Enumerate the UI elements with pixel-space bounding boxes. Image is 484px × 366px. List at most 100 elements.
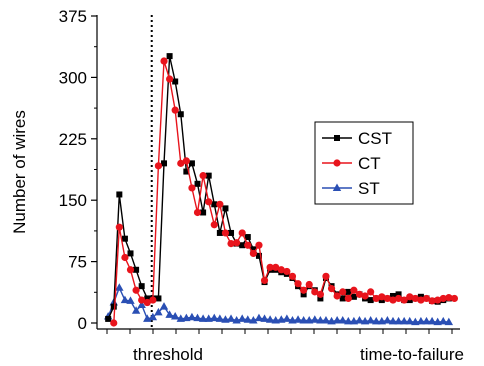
data-point-st <box>243 315 252 323</box>
data-point-st <box>282 314 292 322</box>
data-point-ct <box>322 272 330 280</box>
data-point-ct <box>450 294 459 303</box>
data-point-cst <box>300 291 307 298</box>
data-point-ct <box>300 286 308 294</box>
data-point-ct <box>177 159 185 167</box>
data-point-st <box>299 316 308 324</box>
data-point-st <box>165 310 174 318</box>
data-point-st <box>416 316 426 325</box>
data-point-ct <box>389 296 397 304</box>
data-point-ct <box>372 294 380 303</box>
data-point-ct <box>339 288 347 296</box>
data-point-st <box>399 316 409 325</box>
y-ticks: 0 75 150 225 300 375 <box>59 7 97 333</box>
data-point-ct <box>199 172 207 180</box>
data-point-st <box>198 314 208 322</box>
data-point-st <box>249 316 258 324</box>
y-tick-label: 150 <box>59 191 87 210</box>
data-point-st <box>170 311 180 320</box>
data-point-st <box>265 315 275 323</box>
legend-marker <box>333 159 341 167</box>
data-point-cst <box>138 283 145 290</box>
legend-marker <box>334 135 340 141</box>
data-point-ct <box>406 293 414 301</box>
series-st <box>103 283 454 326</box>
data-point-st <box>372 316 381 325</box>
legend-label: CT <box>358 154 381 173</box>
data-point-cst <box>166 53 173 60</box>
data-point-ct <box>378 293 386 301</box>
data-point-st <box>254 313 264 322</box>
data-point-st <box>226 314 236 322</box>
data-point-st <box>444 317 454 326</box>
data-point-st <box>332 316 342 324</box>
data-point-ct <box>350 286 358 294</box>
legend-label: CST <box>358 129 392 148</box>
data-point-ct <box>188 184 196 192</box>
data-point-cst <box>177 111 184 118</box>
data-point-ct <box>439 294 447 303</box>
data-point-cst <box>121 235 128 242</box>
data-point-st <box>193 313 202 322</box>
data-point-ct <box>193 208 202 217</box>
data-point-st <box>260 314 269 322</box>
data-point-cst <box>389 292 396 299</box>
data-point-ct <box>249 249 257 258</box>
data-point-ct <box>383 294 391 303</box>
data-point-ct <box>344 294 352 303</box>
data-point-st <box>422 316 431 325</box>
data-point-ct <box>143 298 151 307</box>
data-point-ct <box>160 57 168 65</box>
data-point-ct <box>227 239 235 248</box>
data-point-ct <box>115 223 123 231</box>
data-point-cst <box>345 288 352 295</box>
data-point-st <box>137 300 146 308</box>
data-point-st <box>383 316 392 324</box>
data-point-st <box>405 316 414 325</box>
data-point-cst <box>255 252 262 259</box>
data-point-ct <box>367 288 375 296</box>
data-point-ct <box>316 290 324 298</box>
data-point-ct <box>154 162 163 170</box>
y-axis-label: Number of wires <box>10 110 29 234</box>
data-point-cst <box>200 209 207 216</box>
data-point-ct <box>327 285 336 293</box>
data-point-st <box>388 316 398 325</box>
legend-item-cst: CST <box>322 129 392 148</box>
data-point-st <box>316 316 325 324</box>
data-point-ct <box>277 266 285 274</box>
data-point-ct <box>434 296 442 304</box>
data-point-ct <box>244 241 252 249</box>
data-point-ct <box>355 290 364 298</box>
data-point-cst <box>172 78 179 85</box>
data-point-cst <box>144 295 151 302</box>
data-point-ct <box>238 229 246 237</box>
y-tick-label: 225 <box>59 130 87 149</box>
data-point-st <box>187 312 197 321</box>
data-point-ct <box>288 272 297 280</box>
data-point-cst <box>183 168 190 175</box>
data-point-ct <box>260 276 269 285</box>
data-point-cst <box>105 315 112 322</box>
legend-items: CST CT ST <box>322 129 392 198</box>
data-point-cst <box>339 295 346 302</box>
data-point-cst <box>244 234 251 241</box>
data-point-st <box>355 316 364 324</box>
data-point-ct <box>445 294 453 302</box>
data-point-ct <box>333 292 341 300</box>
data-point-ct <box>138 296 146 304</box>
data-point-cst <box>317 295 324 302</box>
data-point-ct <box>166 75 174 83</box>
data-point-ct <box>305 280 313 289</box>
data-point-st <box>439 316 448 325</box>
data-point-cst <box>211 201 218 208</box>
data-point-st <box>126 296 135 304</box>
data-point-st <box>215 314 225 322</box>
data-point-ct <box>233 239 241 247</box>
data-point-ct <box>121 253 129 262</box>
data-point-ct <box>294 280 302 288</box>
series-layer <box>103 53 459 327</box>
data-point-cst <box>127 250 134 257</box>
data-point-cst <box>110 303 117 310</box>
data-point-cst <box>133 266 140 273</box>
